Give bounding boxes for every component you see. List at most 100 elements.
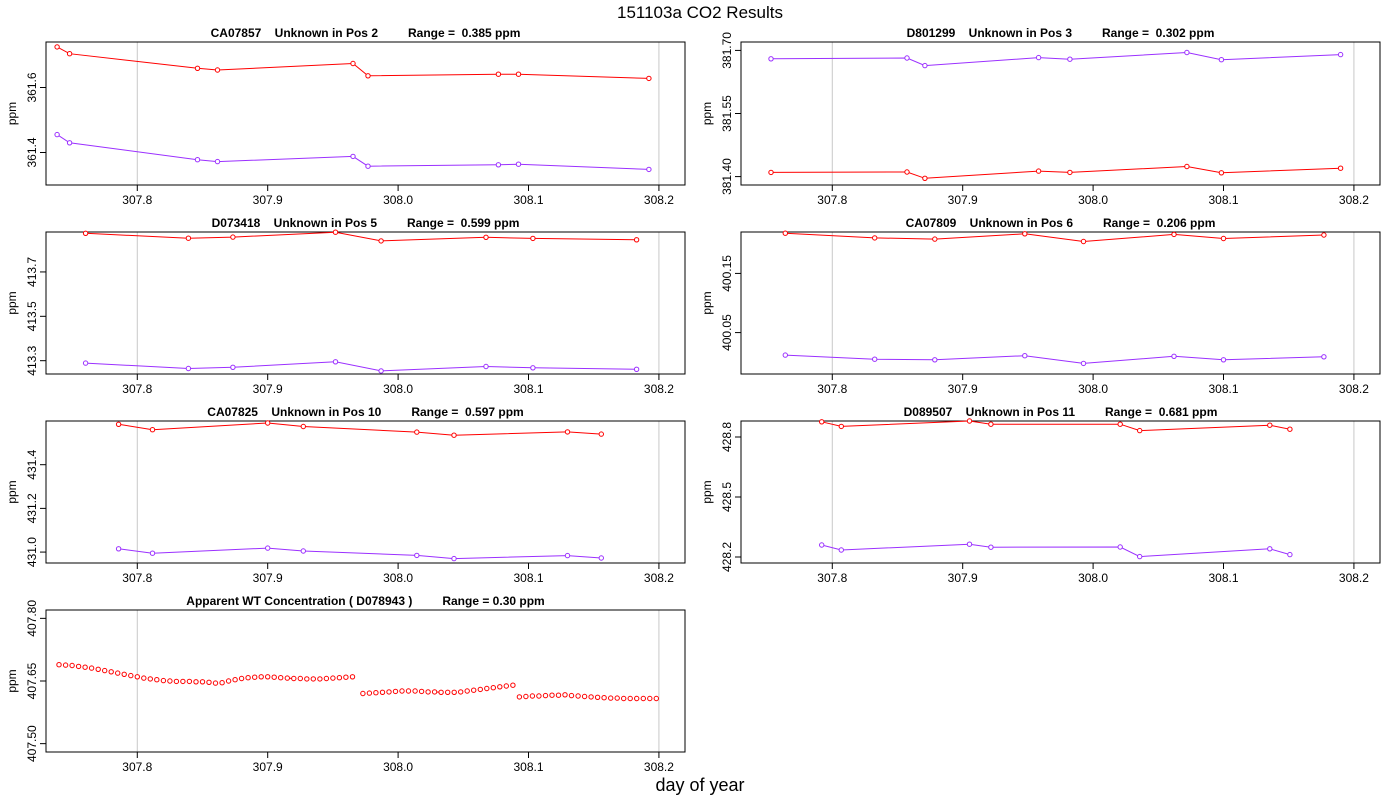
x-tick-label: 307.8: [817, 571, 847, 585]
data-point: [646, 75, 652, 82]
data-point: [75, 663, 82, 670]
series-line-upper: [821, 420, 1290, 432]
data-point: [95, 666, 101, 672]
data-point: [647, 695, 653, 702]
plot-frame: [45, 41, 686, 186]
data-point: [69, 662, 75, 669]
chart-panel-2: D801299 Unknown in Pos 3 Range = 0.302 p…: [700, 26, 1381, 207]
data-point: [134, 674, 141, 680]
data-point: [425, 689, 431, 695]
data-point: [1220, 357, 1227, 363]
x-tick-label: 308.1: [513, 760, 543, 774]
data-point: [278, 675, 284, 681]
y-axis-label: ppm: [5, 480, 19, 503]
data-point: [431, 689, 438, 695]
data-point: [149, 550, 156, 556]
series-line-lower: [770, 165, 1341, 179]
y-tick-label: 413.5: [25, 301, 39, 331]
data-point: [185, 365, 192, 372]
data-point: [115, 670, 121, 676]
data-point: [297, 675, 303, 682]
data-point: [378, 368, 384, 374]
data-point: [782, 352, 788, 358]
x-tick-label: 308.2: [1339, 193, 1369, 207]
data-point: [768, 56, 774, 62]
data-point: [186, 678, 193, 685]
data-point: [141, 675, 147, 681]
y-tick-label: 431.2: [25, 493, 39, 523]
plot-frame: [45, 231, 686, 375]
data-point: [350, 153, 356, 160]
data-point: [1184, 49, 1190, 56]
data-point: [66, 140, 73, 146]
data-point: [922, 62, 928, 69]
data-point: [386, 689, 392, 695]
y-tick-label: 428.2: [720, 542, 734, 572]
data-point: [245, 675, 251, 681]
data-point: [646, 166, 652, 173]
x-tick-label: 307.8: [817, 193, 847, 207]
x-tick-label: 308.2: [644, 760, 674, 774]
x-tick-label: 308.1: [513, 571, 543, 585]
x-tick-label: 308.2: [644, 382, 674, 396]
data-point: [932, 236, 938, 242]
data-point: [640, 695, 646, 702]
x-tick-label: 308.0: [383, 382, 413, 396]
x-tick-label: 308.0: [383, 193, 413, 207]
data-point: [1337, 51, 1344, 58]
x-tick-label: 307.9: [253, 760, 283, 774]
data-point: [464, 688, 470, 694]
data-point: [782, 230, 788, 236]
x-tick-label: 308.0: [1078, 193, 1108, 207]
data-point: [575, 693, 581, 699]
data-point: [1022, 353, 1028, 359]
x-tick-label: 307.8: [122, 193, 152, 207]
data-point: [523, 693, 529, 700]
data-point: [1287, 551, 1293, 558]
chart-panel-5: CA07825 Unknown in Pos 10 Range = 0.597 …: [5, 405, 686, 585]
data-point: [414, 552, 420, 559]
chart-title: D073418 Unknown in Pos 5 Range = 0.599 p…: [212, 216, 520, 230]
data-point: [819, 542, 825, 548]
data-point: [194, 157, 201, 163]
data-point: [614, 695, 620, 701]
data-point: [412, 688, 418, 694]
data-point: [102, 667, 108, 674]
data-point: [108, 669, 114, 675]
data-point: [1137, 427, 1143, 434]
x-tick-label: 307.8: [122, 760, 152, 774]
data-point: [536, 693, 542, 699]
x-tick-label: 308.0: [1078, 571, 1108, 585]
data-point: [193, 679, 199, 685]
y-tick-label: 400.05: [720, 314, 734, 351]
plot-frame: [740, 420, 1381, 564]
data-point: [1080, 238, 1087, 245]
data-point: [484, 685, 490, 692]
data-point: [568, 692, 575, 699]
series-line-lower: [118, 547, 602, 560]
chart-title: CA07809 Unknown in Pos 6 Range = 0.206 p…: [906, 216, 1216, 230]
data-point: [627, 695, 633, 702]
data-point: [838, 547, 844, 553]
data-point: [265, 420, 271, 426]
chart-title: D089507 Unknown in Pos 11 Range = 0.681 …: [904, 405, 1218, 419]
data-point: [495, 71, 502, 77]
data-point: [1035, 54, 1042, 61]
data-point: [66, 51, 73, 57]
x-tick-label: 307.8: [122, 571, 152, 585]
series-line-lower: [821, 543, 1291, 558]
x-tick-label: 307.9: [948, 571, 978, 585]
data-point: [212, 680, 219, 686]
data-point: [366, 690, 373, 696]
data-point: [529, 693, 536, 699]
data-point: [54, 131, 60, 138]
chart-title: Apparent WT Concentration ( D078943 ) Ra…: [186, 594, 544, 608]
data-point: [365, 163, 371, 169]
data-point: [966, 541, 973, 547]
data-point: [160, 677, 167, 684]
data-point: [185, 235, 192, 241]
data-point: [194, 65, 201, 72]
figure-title: 151103a CO2 Results: [616, 3, 783, 22]
